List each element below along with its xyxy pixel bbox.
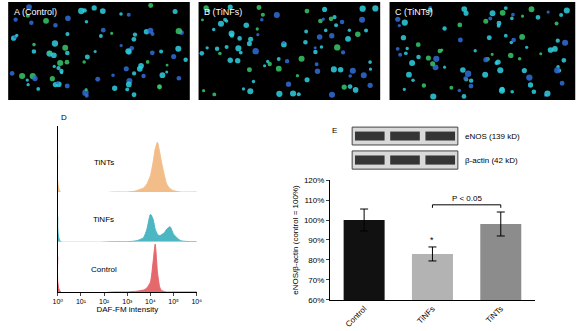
svg-text:10¹: 10¹	[76, 298, 87, 305]
svg-text:A (Control): A (Control)	[14, 7, 57, 17]
svg-text:P < 0.05: P < 0.05	[452, 194, 482, 203]
svg-text:E: E	[332, 126, 337, 135]
svg-text:70%: 70%	[308, 276, 324, 285]
svg-text:TiNFs: TiNFs	[93, 215, 114, 224]
svg-text:eNOS (139 kD): eNOS (139 kD)	[465, 132, 520, 141]
svg-text:B (TiNFs): B (TiNFs)	[204, 7, 242, 17]
svg-text:10²: 10²	[99, 298, 110, 305]
svg-text:D: D	[61, 113, 67, 122]
svg-text:110%: 110%	[304, 196, 324, 205]
svg-text:10⁰: 10⁰	[53, 298, 64, 305]
svg-text:β-actin (42 kD): β-actin (42 kD)	[465, 156, 518, 165]
svg-text:120%: 120%	[304, 176, 324, 185]
svg-text:10⁵: 10⁵	[168, 298, 179, 305]
svg-text:Control: Control	[344, 304, 369, 329]
svg-text:60%: 60%	[308, 296, 324, 305]
svg-text:10⁶: 10⁶	[191, 298, 202, 305]
svg-text:10³: 10³	[122, 298, 133, 305]
svg-text:10⁴: 10⁴	[145, 298, 156, 305]
svg-text:TiNFs: TiNFs	[415, 304, 436, 325]
svg-text:80%: 80%	[308, 256, 324, 265]
svg-text:DAF-FM intensity: DAF-FM intensity	[96, 305, 158, 314]
svg-text:90%: 90%	[308, 236, 324, 245]
svg-text:TiNTs: TiNTs	[484, 304, 505, 325]
svg-text:TiNTs: TiNTs	[94, 158, 114, 167]
svg-text:eNOS/β-actin (control = 100%): eNOS/β-actin (control = 100%)	[291, 185, 300, 295]
svg-text:C (TiNTs): C (TiNTs)	[395, 7, 433, 17]
svg-text:*: *	[430, 235, 434, 245]
svg-text:100%: 100%	[304, 216, 324, 225]
svg-text:Control: Control	[91, 265, 117, 274]
